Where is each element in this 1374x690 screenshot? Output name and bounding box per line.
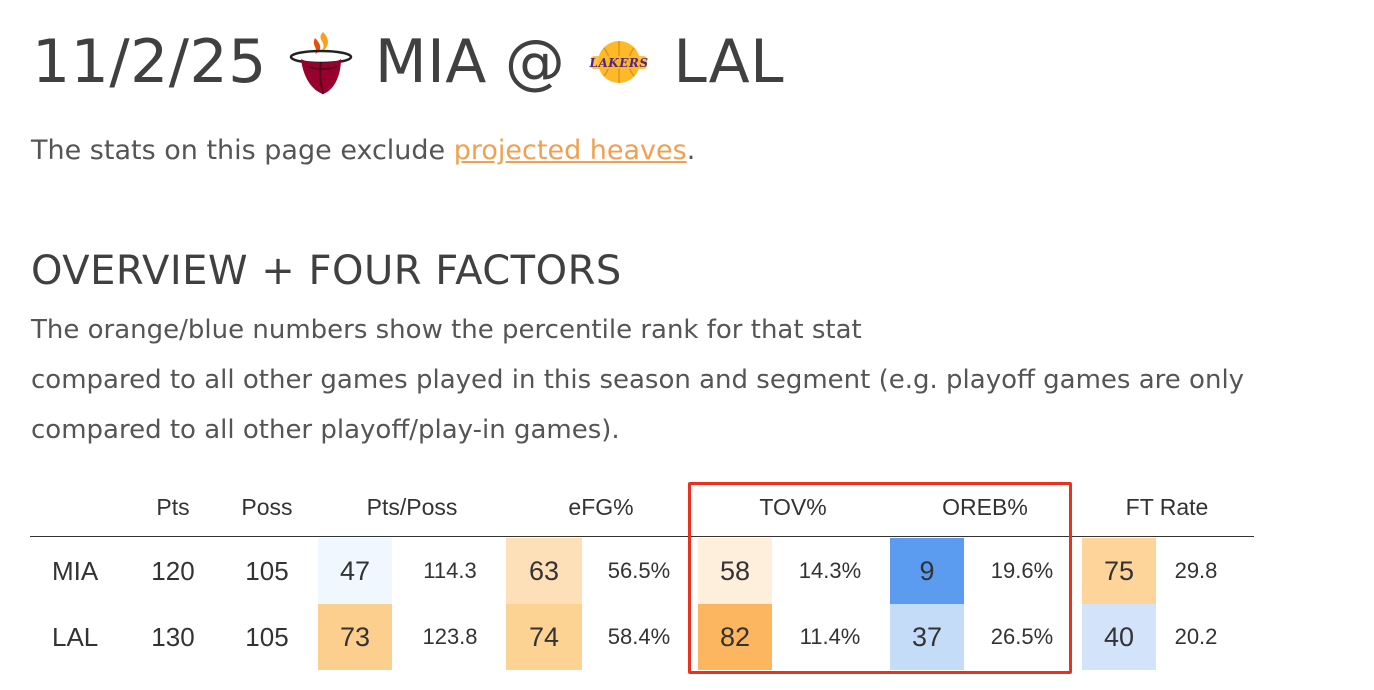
pts-cell: 120	[151, 556, 195, 586]
game-date: 11/2/25	[32, 27, 267, 97]
efg-percentile: 74	[506, 604, 582, 670]
tov-value: 11.4%	[799, 624, 861, 649]
header-oreb: OREB%	[942, 494, 1028, 520]
tov-value: 14.3%	[798, 558, 862, 583]
tov-percentile: 82	[698, 604, 772, 670]
header-pts: Pts	[156, 494, 190, 520]
efg-value: 58.4%	[607, 624, 671, 649]
heaves-note-prefix: The stats on this page exclude	[31, 135, 454, 166]
lakers-logo-wordmark: LAKERS	[589, 56, 649, 70]
header-poss: Poss	[241, 494, 293, 520]
pts-poss-value: 114.3	[423, 558, 477, 583]
pts-poss-percentile: 47	[318, 538, 392, 604]
pts-cell: 130	[151, 622, 195, 652]
header-tov: TOV%	[759, 494, 827, 520]
team-cell: LAL	[52, 622, 99, 652]
away-team-name: MIA	[374, 27, 487, 97]
header-efg: eFG%	[568, 494, 634, 520]
oreb-percentile: 9	[890, 538, 964, 604]
ft-rate-percentile: 40	[1082, 604, 1156, 670]
ft-rate-value: 20.2	[1174, 624, 1218, 649]
projected-heaves-link[interactable]: projected heaves	[453, 135, 687, 166]
ft-rate-value: 29.8	[1174, 558, 1218, 583]
home-team-name: LAL	[673, 27, 785, 97]
lakers-logo-icon: LAKERS	[583, 26, 655, 98]
game-title: 11/2/25 MIA @ LAKERS LAL	[32, 22, 784, 102]
at-symbol: @	[504, 27, 566, 97]
four-factors-table: Pts Poss Pts/Poss eFG% TOV% OREB% FT Rat…	[30, 478, 1254, 670]
pts-poss-value: 123.8	[422, 624, 478, 649]
header-divider	[30, 536, 1254, 537]
poss-cell: 105	[245, 622, 289, 652]
oreb-percentile: 37	[890, 604, 964, 670]
poss-cell: 105	[245, 556, 289, 586]
tov-percentile: 58	[698, 538, 772, 604]
description-line-2: compared to all other games played in th…	[31, 365, 1245, 395]
header-ft-rate: FT Rate	[1125, 494, 1209, 520]
oreb-value: 19.6%	[990, 558, 1054, 583]
description-line-1: The orange/blue numbers show the percent…	[31, 315, 862, 345]
header-pts-poss: Pts/Poss	[366, 494, 458, 520]
efg-percentile: 63	[506, 538, 582, 604]
description-line-3: compared to all other playoff/play-in ga…	[31, 415, 620, 445]
team-cell: MIA	[52, 556, 99, 586]
section-title: OVERVIEW + FOUR FACTORS	[31, 248, 622, 294]
efg-value: 56.5%	[607, 558, 671, 583]
heaves-note-suffix: .	[686, 135, 696, 166]
ft-rate-percentile: 75	[1082, 538, 1156, 604]
section-description: The orange/blue numbers show the percent…	[31, 305, 1341, 455]
pts-poss-percentile: 73	[318, 604, 392, 670]
heaves-note: The stats on this page exclude projected…	[31, 135, 695, 166]
oreb-value: 26.5%	[990, 624, 1054, 649]
heat-logo-icon	[285, 26, 357, 98]
